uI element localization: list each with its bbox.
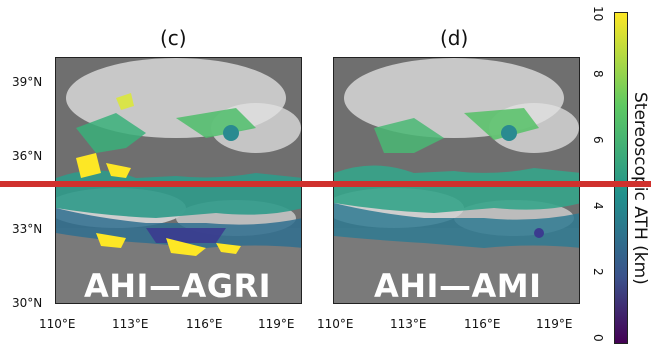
overlay-label-d: AHI—AMI [374,267,542,304]
lon-tick-c-119: 119°E [258,317,295,331]
lon-tick-d-113: 113°E [390,317,427,331]
lon-tick-d-116: 116°E [464,317,501,331]
map-panel-d: AHI—AMI [333,57,580,304]
separator-line [0,181,651,187]
colorbar-tick-0: 0 [591,334,605,342]
lat-tick-33: 33°N [12,222,43,236]
panel-d-title: (d) [440,26,469,50]
lon-tick-c-110: 110°E [39,317,76,331]
lat-tick-36: 36°N [12,149,43,163]
colorbar [614,12,628,344]
overlay-label-c: AHI—AGRI [84,267,272,304]
colorbar-tick-4: 4 [591,202,605,210]
map-panel-c: AHI—AGRI [55,57,302,304]
lat-tick-30: 30°N [12,296,43,310]
lon-tick-d-119: 119°E [536,317,573,331]
lon-tick-c-116: 116°E [186,317,223,331]
colorbar-tick-10: 10 [591,6,605,22]
lon-tick-c-113: 113°E [112,317,149,331]
satellite-map-c [56,58,301,303]
colorbar-tick-2: 2 [591,268,605,276]
satellite-map-d [334,58,579,303]
colorbar-label: Stereoscopic ATH (km) [630,92,650,285]
colorbar-tick-6: 6 [591,136,605,144]
lon-tick-d-110: 110°E [317,317,354,331]
lat-tick-39: 39°N [12,75,43,89]
colorbar-tick-8: 8 [591,70,605,78]
panel-c-title: (c) [160,26,187,50]
